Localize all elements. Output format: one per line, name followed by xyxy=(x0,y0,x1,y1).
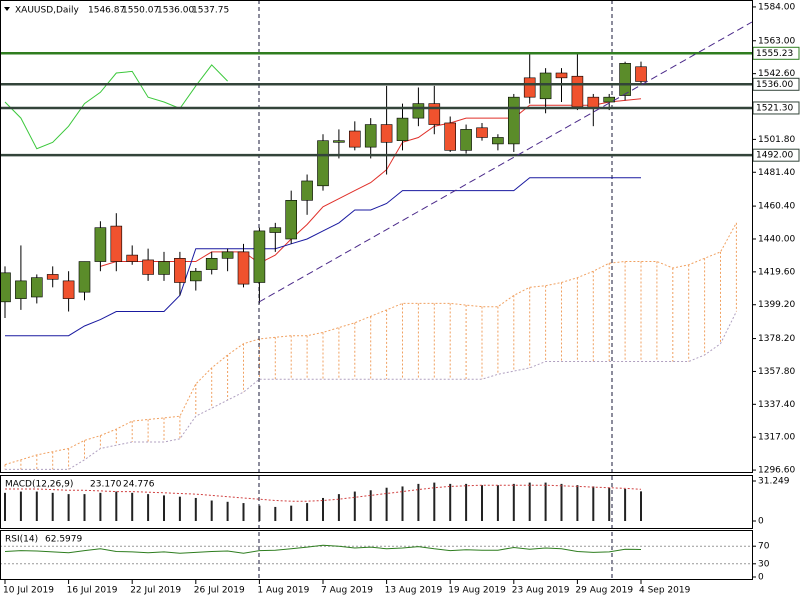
level-label: 1521.30 xyxy=(756,103,793,113)
candle-body xyxy=(62,280,75,299)
candle-body xyxy=(523,77,536,98)
indicator-line xyxy=(4,64,228,150)
candle-body xyxy=(317,140,329,187)
candle-body xyxy=(507,96,520,145)
level-label: 1492.00 xyxy=(756,151,793,161)
candle-body xyxy=(46,274,59,280)
candle-body xyxy=(190,270,202,282)
candle-body xyxy=(396,117,409,141)
x-tick-label: 7 Aug 2019 xyxy=(321,586,373,596)
candle-body xyxy=(635,66,647,82)
x-tick-label: 10 Jul 2019 xyxy=(3,586,54,596)
candle-body xyxy=(158,261,170,275)
candle-body xyxy=(619,63,631,96)
candle-body xyxy=(539,72,552,100)
candle-body xyxy=(428,103,441,125)
indicator-title: RSI(14) xyxy=(5,535,38,545)
y-tick-label: 1440.00 xyxy=(758,234,795,244)
y-tick-label: 70 xyxy=(758,542,770,552)
x-tick-label: 4 Sep 2019 xyxy=(639,586,691,596)
y-tick-label: 1317.00 xyxy=(758,433,795,443)
candle-body xyxy=(492,137,504,145)
candle-body xyxy=(364,124,377,148)
indicator-readout: 24.776 xyxy=(123,480,155,490)
candle-body xyxy=(94,227,107,262)
y-tick-label: 0 xyxy=(758,516,764,526)
candle-body xyxy=(333,140,345,143)
y-tick-label: 1584.00 xyxy=(758,2,795,12)
y-tick-label: 1399.20 xyxy=(758,300,795,310)
rsi-pane xyxy=(0,530,753,580)
candle-body xyxy=(126,254,138,262)
y-tick-label: 30 xyxy=(758,559,770,569)
ohlc-open: 1546.87 xyxy=(88,6,125,16)
menu-icon[interactable] xyxy=(4,7,10,11)
y-tick-label: 1337.40 xyxy=(758,400,795,410)
candle-body xyxy=(110,225,123,262)
candle-body xyxy=(603,96,616,103)
candle-body xyxy=(348,130,361,148)
candle-body xyxy=(205,258,218,270)
candle-body xyxy=(15,280,27,299)
indicator-line xyxy=(100,98,642,267)
y-tick-label: 1296.60 xyxy=(758,466,795,476)
level-label: 1536.00 xyxy=(756,80,793,90)
candle-body xyxy=(269,227,282,233)
x-tick-label: 13 Aug 2019 xyxy=(385,586,443,596)
y-tick-label: 1419.60 xyxy=(758,267,795,277)
y-tick-label: 1481.40 xyxy=(758,168,795,178)
candle-body xyxy=(412,103,425,119)
cloud-upper xyxy=(4,222,737,466)
y-tick-label: 0 xyxy=(758,573,764,583)
ohlc-close: 1537.75 xyxy=(192,6,229,16)
y-tick-label: 1563.00 xyxy=(758,36,795,46)
y-tick-label: 1460.40 xyxy=(758,202,795,212)
candle-body xyxy=(444,122,457,151)
level-label: 1555.23 xyxy=(756,49,793,59)
candle-body xyxy=(460,129,472,151)
candle-body xyxy=(476,127,488,138)
indicator-title: MACD(12,26,9) xyxy=(5,480,73,490)
candle-body xyxy=(237,251,250,285)
candle-body xyxy=(142,259,154,275)
y-tick-label: 31.249 xyxy=(758,477,790,487)
y-tick-label: 1378.20 xyxy=(758,334,795,344)
candle-body xyxy=(0,272,11,303)
cloud-lower xyxy=(5,311,737,470)
x-tick-label: 23 Aug 2019 xyxy=(512,586,570,596)
candle-body xyxy=(301,180,313,201)
candle-body xyxy=(78,261,91,293)
x-tick-label: 16 Jul 2019 xyxy=(67,586,118,596)
candle-body xyxy=(571,75,584,108)
y-tick-label: 1501.80 xyxy=(758,135,795,145)
x-tick-label: 26 Jul 2019 xyxy=(194,586,245,596)
candle-body xyxy=(174,258,186,283)
indicator-line xyxy=(5,177,641,337)
macd-pane xyxy=(0,475,753,529)
indicator-readout: 23.170 xyxy=(90,480,122,490)
x-tick-label: 22 Jul 2019 xyxy=(130,586,181,596)
x-tick-label: 19 Aug 2019 xyxy=(448,586,506,596)
y-tick-label: 1357.80 xyxy=(758,367,795,377)
ohlc-low: 1536.00 xyxy=(157,6,194,16)
x-tick-label: 29 Aug 2019 xyxy=(575,586,633,596)
candle-body xyxy=(253,230,266,283)
bg-layer xyxy=(4,222,737,470)
indicator-readout: 62.5979 xyxy=(45,535,82,545)
ohlc-high: 1550.07 xyxy=(122,6,159,16)
candle-body xyxy=(221,251,234,259)
rsi-line xyxy=(4,544,642,554)
symbol: XAUUSD,Daily xyxy=(15,6,79,16)
candle-body xyxy=(380,124,393,143)
candle-body xyxy=(555,72,568,79)
y-tick-label: 1542.60 xyxy=(758,69,795,79)
x-tick-label: 1 Aug 2019 xyxy=(257,586,309,596)
candle-body xyxy=(285,200,298,240)
price-pane xyxy=(0,0,753,473)
trend-line xyxy=(258,21,753,303)
candle-body xyxy=(30,277,43,298)
